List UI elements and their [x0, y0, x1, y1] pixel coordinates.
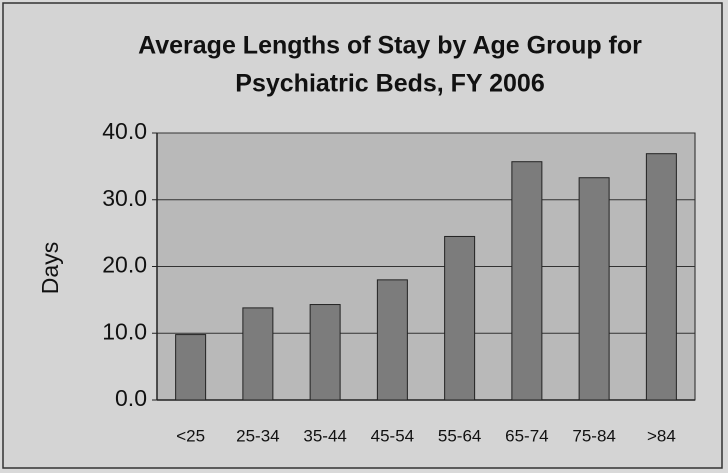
- y-tick-label: 0.0: [115, 385, 147, 411]
- bar: [376, 279, 408, 401]
- bar: [578, 177, 610, 401]
- x-tick-label: 55-64: [438, 426, 481, 445]
- bar: [175, 334, 207, 401]
- x-tick-label: <25: [176, 426, 205, 445]
- x-tick-label: 75-84: [572, 426, 615, 445]
- bar: [309, 304, 341, 401]
- bar: [444, 235, 476, 401]
- chart-title: Average Lengths of Stay by Age Group for: [138, 32, 642, 60]
- x-tick-label: 65-74: [505, 426, 548, 445]
- x-tick-label: 25-34: [236, 426, 279, 445]
- x-tick-label: 35-44: [303, 426, 346, 445]
- chart-title: Psychiatric Beds, FY 2006: [235, 70, 544, 98]
- y-axis-label: Days: [37, 242, 63, 294]
- x-tick-label: >84: [647, 426, 676, 445]
- x-tick-label: 45-54: [371, 426, 414, 445]
- y-tick-label: 40.0: [102, 118, 147, 144]
- bar: [242, 307, 274, 401]
- y-tick-label: 10.0: [102, 318, 147, 344]
- bar: [511, 161, 543, 401]
- bar: [645, 153, 677, 401]
- y-tick-label: 20.0: [102, 252, 147, 278]
- y-tick-label: 30.0: [102, 185, 147, 211]
